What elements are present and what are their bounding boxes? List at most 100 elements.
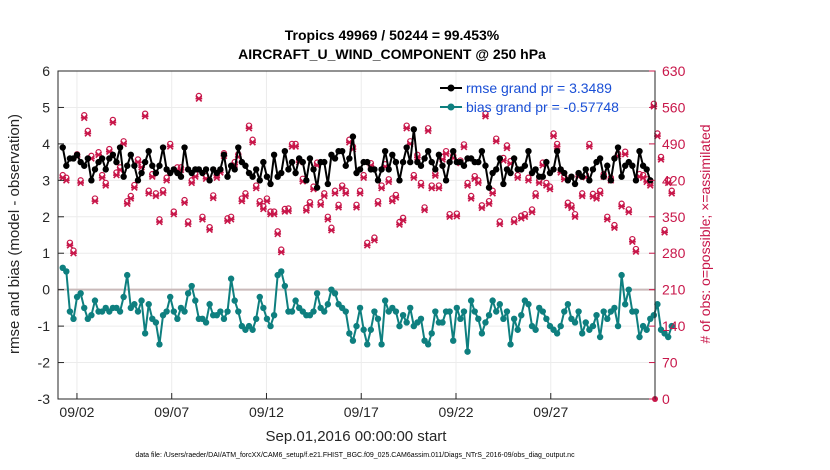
y-tick-label: 5 [42, 99, 50, 115]
bias-point [611, 304, 618, 312]
rmse-point [267, 180, 274, 188]
bias-point [220, 315, 228, 323]
assimilated-obs-point [342, 189, 350, 197]
bias-point [353, 322, 360, 330]
rmse-point [482, 162, 489, 169]
assimilated-obs-point [360, 174, 368, 182]
rmse-point [145, 147, 152, 155]
assimilated-obs-point [242, 192, 249, 200]
assimilated-obs-point [259, 205, 267, 213]
rmse-point [270, 151, 278, 159]
assimilated-obs-point [238, 197, 246, 205]
y2-tick-label: 490 [662, 136, 686, 152]
assimilated-obs-point [474, 179, 482, 187]
rmse-point [364, 158, 371, 166]
bias-point [446, 308, 453, 315]
bias-point [604, 315, 611, 323]
assimilated-obs-point [353, 204, 360, 211]
bias-point [310, 308, 317, 315]
assimilated-obs-point [159, 189, 167, 197]
assimilated-obs-point [98, 174, 106, 182]
assimilated-obs-point [532, 192, 539, 200]
y2-tick-label: 350 [662, 209, 686, 225]
assimilated-obs-point [482, 112, 489, 120]
assimilated-obs-point [170, 210, 178, 218]
assimilated-obs-point [123, 200, 131, 208]
rmse-point [84, 155, 92, 162]
bias-point [170, 308, 177, 315]
rmse-point [410, 126, 418, 133]
rmse-point [220, 151, 228, 159]
assimilated-obs-point [625, 208, 633, 216]
bias-point [381, 297, 389, 304]
assimilated-obs-point [618, 202, 625, 210]
bias-point [371, 308, 378, 315]
rmse-point [152, 169, 160, 177]
assimilated-obs-point [163, 176, 170, 184]
rmse-point [331, 155, 339, 162]
rmse-point [643, 166, 650, 173]
bias-point [518, 311, 525, 319]
rmse-point [521, 162, 529, 169]
bias-point [553, 330, 561, 337]
bias-point [575, 308, 582, 315]
bias-point [88, 311, 95, 319]
bias-point [392, 308, 400, 315]
bias-point [231, 297, 238, 304]
legend-bias-label: bias grand pr = -0.57748 [466, 99, 619, 115]
rmse-point [292, 169, 299, 177]
assimilated-obs-point [80, 114, 88, 122]
rmse-point [485, 184, 493, 191]
bias-point [525, 301, 532, 308]
bias-point [467, 297, 475, 304]
chart-title: Tropics 49969 / 50244 = 99.453% [285, 27, 500, 43]
rmse-point [371, 166, 378, 173]
x-tick-label: 09/22 [438, 404, 473, 420]
bias-point [543, 315, 550, 323]
y-tick-label: 1 [42, 245, 50, 261]
rmse-point [550, 166, 557, 173]
rmse-point [256, 177, 263, 184]
rmse-point [432, 166, 439, 173]
assimilated-obs-point [131, 184, 138, 191]
rmse-point [324, 180, 332, 188]
assimilated-obs-point [328, 226, 335, 234]
assimilated-obs-point [320, 192, 328, 200]
assimilated-obs-point [446, 213, 454, 221]
assimilated-obs-point [464, 182, 471, 189]
rmse-point [392, 158, 400, 166]
rmse-point [113, 158, 120, 166]
assimilated-obs-point [525, 176, 532, 184]
rmse-point [381, 147, 389, 155]
rmse-point [424, 147, 432, 155]
rmse-point [618, 173, 625, 180]
chart-subtitle: AIRCRAFT_U_WIND_COMPONENT @ 250 hPa [238, 46, 546, 62]
y2-tick-label: 0 [662, 391, 670, 407]
bias-point [134, 308, 142, 315]
rmse-point [450, 147, 457, 155]
bias-point [668, 322, 675, 330]
bias-point [407, 304, 414, 312]
rmse-point [460, 162, 468, 169]
assimilated-obs-point [209, 194, 217, 202]
assimilated-obs-point [302, 207, 310, 214]
assimilated-obs-point [145, 189, 153, 197]
assimilated-obs-point [632, 248, 640, 256]
assimilated-obs-point [646, 182, 654, 189]
rmse-point [493, 166, 500, 173]
assimilated-obs-point [568, 204, 575, 212]
assimilated-obs-point [91, 197, 99, 205]
x-tick-label: 09/02 [59, 404, 94, 420]
y2-tick-label: 630 [662, 63, 686, 79]
assimilated-obs-point [62, 176, 70, 184]
assimilated-obs-point [510, 218, 518, 226]
bias-point [561, 308, 568, 315]
bias-point [589, 322, 597, 330]
bias-point [396, 322, 403, 330]
assimilated-obs-point [496, 220, 504, 228]
y-tick-label: 6 [42, 63, 50, 79]
bias-point [256, 293, 263, 301]
y-axis-label: rmse and bias (model - observation) [6, 114, 23, 354]
assimilated-obs-point [285, 207, 292, 215]
rmse-point [539, 173, 546, 180]
